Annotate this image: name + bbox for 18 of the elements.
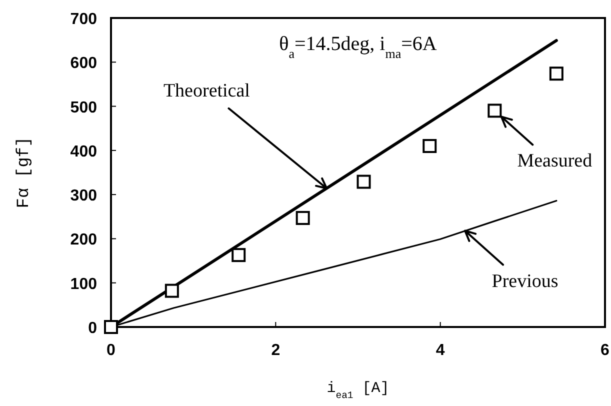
x-axis-title: i$_{ea1}$ [A]	[326, 380, 390, 400]
y-tick-label: 500	[70, 99, 98, 116]
y-tick-label: 300	[70, 188, 98, 205]
y-tick-label: 600	[70, 55, 98, 72]
annotation: Theoretical	[163, 80, 250, 102]
x-tick-label: 4	[436, 342, 445, 359]
x-tick-label: 0	[106, 342, 116, 359]
y-tick-label: 100	[70, 276, 98, 293]
annotation: θ$_{a}$=14.5deg, i$_{ma}$=6A	[279, 33, 438, 60]
y-tick-label: 400	[70, 143, 98, 160]
y-tick-label: 0	[88, 320, 98, 337]
x-tick-label: 6	[600, 342, 610, 359]
y-axis-title: Fα [gf]	[15, 136, 34, 208]
annotation: Measured	[517, 150, 593, 172]
annotation: Previous	[492, 270, 558, 292]
y-tick-label: 200	[70, 232, 98, 249]
y-tick-label: 700	[70, 11, 98, 28]
x-tick-label: 2	[271, 342, 280, 359]
